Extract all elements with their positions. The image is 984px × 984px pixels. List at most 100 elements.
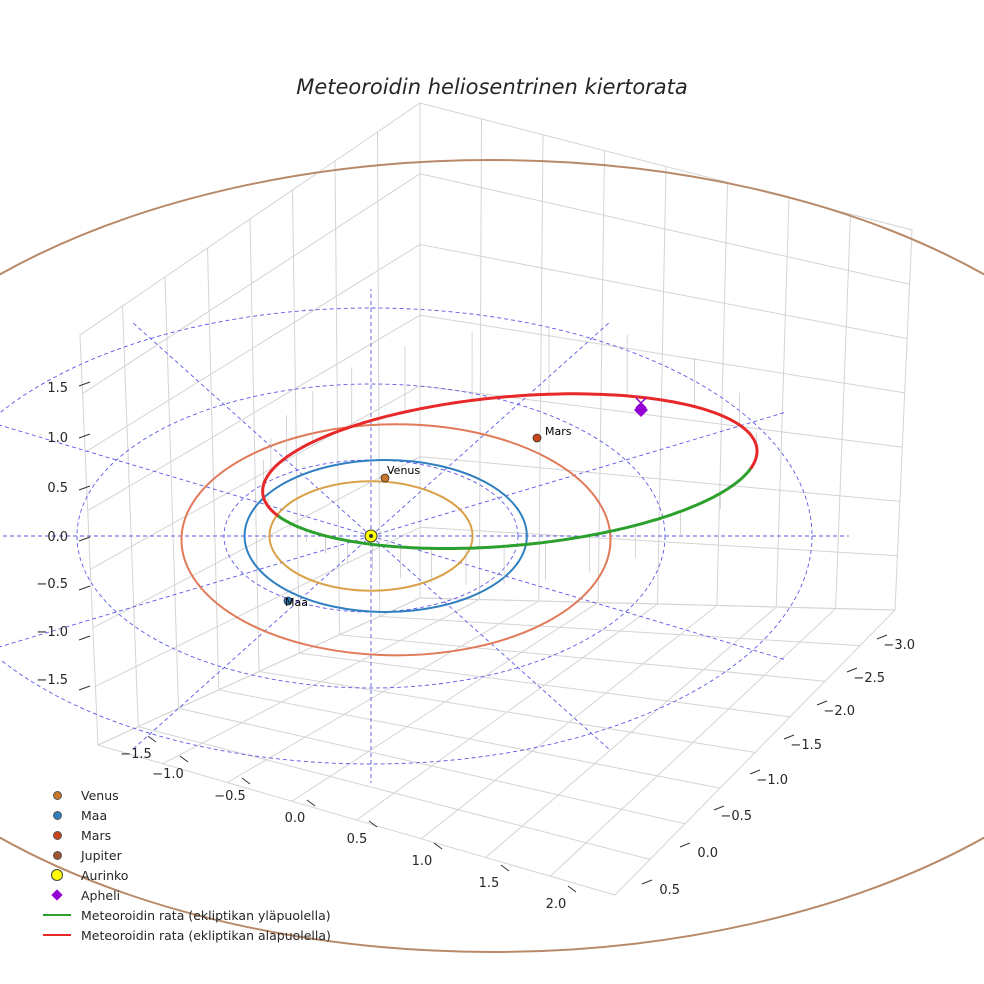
legend-label: Meteoroidin rata (ekliptikan yläpuolella…	[81, 907, 331, 923]
grid-line	[419, 243, 908, 340]
legend-marker	[40, 785, 74, 805]
x-tick-mark	[147, 735, 157, 743]
x-tick-label: −0.5	[214, 789, 246, 804]
y-tick-mark	[876, 634, 888, 640]
legend-label: Mars	[81, 827, 112, 843]
grid-line	[258, 671, 756, 753]
legend-label: Venus	[81, 787, 119, 803]
maa-orbit	[243, 459, 528, 613]
z-tick-mark	[78, 685, 91, 691]
legend-marker	[40, 885, 74, 905]
maa-marker	[283, 596, 293, 606]
reference-spoke	[370, 535, 611, 751]
y-tick-mark	[846, 667, 858, 673]
y-tick-label: −3.0	[883, 638, 915, 653]
z-tick-mark	[78, 485, 91, 491]
grid-line	[478, 118, 482, 600]
z-tick-mark	[78, 381, 91, 387]
legend-item: Apheli	[40, 885, 331, 905]
z-tick-label: 1.0	[47, 431, 68, 446]
grid-line	[538, 134, 544, 602]
grid-line	[249, 218, 260, 672]
mars-marker	[532, 433, 542, 443]
reference-spoke	[370, 535, 785, 660]
z-tick-mark	[78, 635, 91, 641]
x-tick-label: −1.0	[152, 767, 184, 782]
aphelion-cross	[635, 397, 647, 409]
meteoroid-orbit-above	[277, 515, 327, 538]
grid-line	[657, 166, 667, 605]
y-tick-mark	[749, 769, 761, 775]
y-tick-mark	[641, 879, 653, 885]
grid-line	[84, 244, 421, 453]
grid-line	[334, 160, 340, 635]
legend-item: Maa	[40, 805, 331, 825]
x-tick-mark	[241, 777, 251, 785]
legend-label: Apheli	[81, 887, 121, 903]
grid-line	[95, 526, 421, 687]
grid-line	[419, 526, 898, 557]
reference-spoke	[370, 321, 611, 537]
legend-label: Maa	[81, 807, 108, 823]
x-tick-label: −1.5	[120, 747, 152, 762]
z-tick-mark	[78, 585, 91, 591]
x-tick-mark	[306, 799, 316, 807]
legend-item: Venus	[40, 785, 331, 805]
x-tick-mark	[433, 842, 443, 850]
grid-line	[419, 314, 905, 394]
y-tick-label: −0.5	[720, 809, 752, 824]
axis-grid	[79, 102, 913, 896]
grid-line	[550, 608, 836, 877]
reference-spoke	[0, 535, 372, 648]
body-markers: Venus Maa Mars	[283, 397, 648, 609]
x-tick-label: 2.0	[546, 897, 567, 912]
maa-label: Maa	[285, 596, 308, 609]
grid-line	[122, 305, 139, 727]
z-tick-label: −0.5	[36, 577, 68, 592]
z-tick-mark	[78, 536, 91, 542]
grid-line	[775, 198, 790, 608]
z-tick-label: 0.5	[47, 481, 68, 496]
legend-marker	[40, 905, 74, 925]
y-tick-mark	[816, 700, 828, 706]
meteoroid-orbit-above	[323, 466, 753, 550]
legend-marker	[40, 865, 74, 885]
venus-marker	[380, 473, 390, 483]
axis-ticks: 1.51.00.50.0−0.5−1.0−1.5−1.5−1.0−0.50.00…	[36, 381, 915, 912]
x-tick-label: 1.5	[479, 876, 500, 891]
grid-line	[485, 606, 777, 858]
legend-label: Meteoroidin rata (ekliptikan alapuolella…	[81, 927, 331, 943]
chart-title: Meteoroidin heliosentrinen kiertorata	[296, 75, 688, 99]
legend-marker	[40, 805, 74, 825]
reference-spoke	[0, 424, 372, 537]
venus-orbit	[268, 480, 474, 592]
x-tick-mark	[500, 864, 510, 872]
legend-label: Aurinko	[81, 867, 129, 883]
legend-item: Meteoroidin rata (ekliptikan alapuolella…	[40, 925, 331, 945]
x-tick-mark	[567, 885, 577, 893]
z-tick-label: 0.0	[47, 530, 68, 545]
y-tick-label: −1.5	[790, 738, 822, 753]
y-tick-label: −2.0	[823, 704, 855, 719]
y-tick-mark	[713, 805, 725, 811]
meteoroid-orbit	[261, 326, 759, 585]
x-tick-label: 1.0	[412, 854, 433, 869]
reference-spoke	[131, 535, 372, 751]
y-tick-mark	[783, 734, 795, 740]
grid-line	[299, 652, 791, 718]
mars-orbit	[180, 423, 612, 657]
planet-orbits	[0, 159, 984, 953]
legend-marker	[40, 845, 74, 865]
legend-item: Mars	[40, 825, 331, 845]
legend-item: Meteoroidin rata (ekliptikan yläpuolella…	[40, 905, 331, 925]
y-tick-label: −1.0	[756, 773, 788, 788]
mars-label: Mars	[545, 425, 572, 438]
grid-line	[92, 456, 421, 629]
grid-line	[164, 276, 179, 709]
x-tick-label: 0.5	[347, 832, 368, 847]
legend-label: Jupiter	[81, 847, 122, 863]
reference-spoke	[131, 321, 372, 537]
grid-line	[716, 182, 728, 606]
y-tick-label: −2.5	[853, 671, 885, 686]
y-tick-mark	[679, 842, 691, 848]
